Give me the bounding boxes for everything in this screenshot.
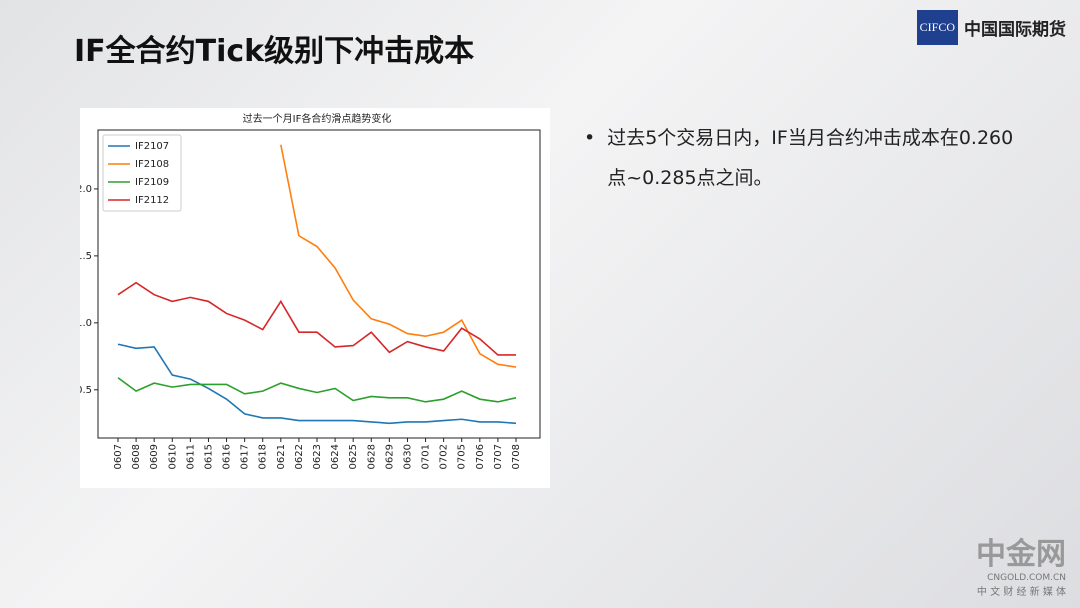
watermark-site: CNGOLD.COM.CN	[987, 573, 1066, 583]
watermark-slogan: 中 文 财 经 新 媒 体	[976, 587, 1066, 598]
x-tick-label: 0621	[276, 444, 287, 469]
x-tick-label: 0615	[203, 444, 214, 469]
x-tick-label: 0624	[330, 444, 341, 469]
legend-label: IF2108	[135, 159, 169, 170]
series-line	[117, 377, 517, 403]
x-tick-label: 0618	[258, 444, 269, 469]
series-line	[117, 281, 516, 356]
y-tick-label: 0.5	[80, 385, 92, 396]
x-tick-label: 0701	[421, 444, 432, 469]
x-tick-label: 0708	[511, 444, 522, 469]
bullet-dot: •	[584, 127, 596, 149]
legend-label: IF2112	[135, 195, 169, 206]
chart-title: 过去一个月IF各合约滑点趋势变化	[243, 112, 392, 125]
watermark: 中金网 CNGOLD.COM.CN 中 文 财 经 新 媒 体	[976, 529, 1066, 598]
legend-box	[102, 134, 182, 212]
x-tick-label: 0705	[457, 444, 468, 469]
x-tick-label: 0628	[366, 444, 377, 469]
series-line	[117, 343, 517, 425]
x-tick-label: 0625	[348, 444, 359, 469]
logo: CIFCO 中国国际期货	[916, 10, 1066, 45]
x-tick-label: 0629	[384, 444, 395, 469]
x-tick-label: 0622	[294, 444, 305, 469]
x-tick-label: 0608	[131, 444, 142, 469]
x-tick-label: 0616	[222, 444, 233, 469]
x-tick-label: 0707	[493, 444, 504, 469]
x-tick-label: 0610	[167, 444, 178, 469]
legend-label: IF2109	[135, 177, 169, 188]
logo-mark: CIFCO	[916, 10, 958, 45]
x-tick-label: 0630	[402, 444, 413, 469]
y-tick-label: 1.0	[80, 318, 92, 329]
chart: 过去一个月IF各合约滑点趋势变化 0.5 1.0 1.5 2.0 0607 0608 060…	[80, 108, 550, 488]
y-tick-label: 1.5	[80, 251, 92, 262]
plot-frame	[97, 129, 541, 439]
legend-label: IF2107	[135, 141, 169, 152]
x-tick-label: 0706	[475, 444, 486, 469]
bullet-text: 过去5个交易日内，IF当月合约冲击成本在0.260点~0.285点之间。	[607, 127, 1014, 189]
watermark-name: 中金网	[976, 537, 1066, 572]
x-tick-label: 0617	[240, 444, 251, 469]
y-tick-label: 2.0	[80, 184, 92, 195]
x-tick-label: 0623	[312, 444, 323, 469]
logo-name: 中国国际期货	[964, 20, 1066, 40]
bullet: • 过去5个交易日内，IF当月合约冲击成本在0.260点~0.285点之间。	[584, 118, 1024, 198]
x-tick-label: 0702	[439, 444, 450, 469]
x-tick-label: 0609	[149, 444, 160, 469]
series-line	[280, 144, 517, 368]
x-tick-label: 0611	[185, 444, 196, 469]
x-tick-label: 0607	[113, 444, 124, 469]
slide-title: IF全合约Tick级别下冲击成本	[74, 34, 475, 69]
